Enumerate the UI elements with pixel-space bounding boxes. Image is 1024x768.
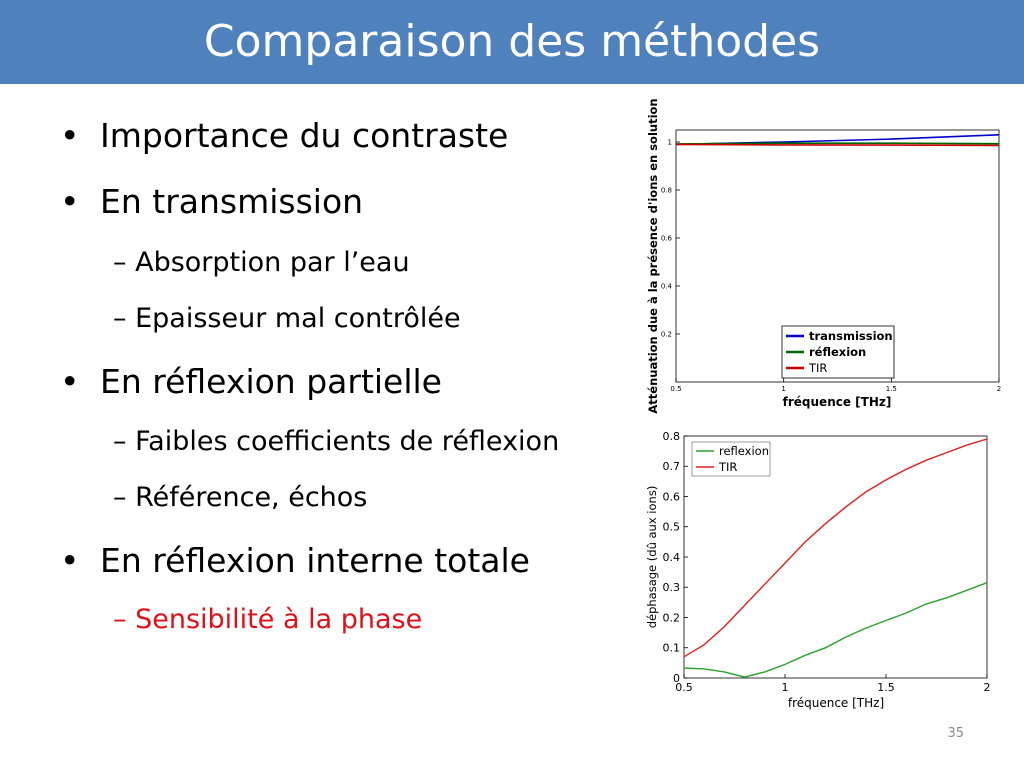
series-line-reflexion <box>683 582 988 678</box>
legend-label: TIR <box>718 460 737 474</box>
bullet-icon: • <box>60 116 80 155</box>
slide-title: Comparaison des méthodes <box>203 16 821 67</box>
sub-bullet-text: Epaisseur mal contrôlée <box>135 303 461 334</box>
title-bar <box>0 0 1024 84</box>
legend-label: reflexion <box>719 444 769 458</box>
y-tick-label: 0 <box>673 672 680 685</box>
dash-icon: – <box>113 426 127 457</box>
y-tick-label: 0.6 <box>661 234 673 242</box>
y-tick-label: 0.2 <box>661 330 672 338</box>
dash-icon: – <box>113 604 127 635</box>
dash-icon: – <box>113 303 127 334</box>
x-tick-label: 1.5 <box>886 385 897 393</box>
y-axis-label: déphasage (dû aux ions) <box>645 486 659 629</box>
bullet-icon: • <box>60 182 80 221</box>
series-line-reflexion <box>675 142 1000 145</box>
y-tick-label: 0.8 <box>661 186 672 194</box>
y-tick-label: 0.6 <box>663 490 681 503</box>
y-tick-label: 0.8 <box>663 430 681 443</box>
bullet-text: En réflexion interne totale <box>100 541 530 580</box>
bullet-text: En transmission <box>100 182 364 221</box>
dash-icon: – <box>113 482 127 513</box>
sub-bullet-item-highlighted: – Sensibilité à la phase <box>113 604 422 635</box>
legend-label: TIR <box>808 361 827 375</box>
dash-icon: – <box>113 247 127 278</box>
legend-label: transmission <box>809 329 893 343</box>
x-tick-label: 1 <box>782 681 789 694</box>
legend: transmission réflexion TIR <box>781 325 895 379</box>
x-tick-label: 1 <box>781 385 785 393</box>
y-axis-label: Atténuation due à la présence d'ions en … <box>646 98 660 413</box>
legend: reflexion TIR <box>691 441 771 477</box>
sub-bullet-text: Absorption par l’eau <box>135 247 410 278</box>
page-number: 35 <box>947 726 964 741</box>
y-tick-label: 0.1 <box>663 642 681 655</box>
bullet-list: • Importance du contraste • En transmiss… <box>60 116 559 635</box>
y-tick-label: 1 <box>668 138 672 146</box>
legend-label: réflexion <box>809 345 866 359</box>
x-tick-label: 0.5 <box>675 681 693 694</box>
x-tick-label: 2 <box>997 385 1001 393</box>
x-axis-label: fréquence [THz] <box>788 696 884 710</box>
y-tick-label: 0.7 <box>663 460 681 473</box>
bullet-icon: • <box>60 541 80 580</box>
phase-shift-chart: 0 0.1 0.2 0.3 0.4 0.5 0.6 0.7 0.8 0.5 1 1.5 2 dépha… <box>645 430 991 710</box>
sub-bullet-text: Référence, échos <box>135 482 368 513</box>
sub-bullet-text: Faibles coefficients de réflexion <box>135 426 560 457</box>
sub-bullet-item: – Référence, échos <box>113 482 367 513</box>
y-tick-label: 0.4 <box>663 551 681 564</box>
series-line-tir <box>675 143 1000 147</box>
y-tick-label: 0.4 <box>661 282 673 290</box>
y-tick-label: 0.5 <box>663 521 681 534</box>
attenuation-chart: 0.2 0.4 0.6 0.8 1 0.5 1 1.5 2 Atténuation due à… <box>646 98 1001 413</box>
sub-bullet-item: – Epaisseur mal contrôlée <box>113 303 461 334</box>
x-tick-label: 2 <box>984 681 991 694</box>
sub-bullet-item: – Absorption par l’eau <box>113 247 410 278</box>
bullet-text: Importance du contraste <box>100 116 509 155</box>
y-tick-label: 0.3 <box>663 581 681 594</box>
x-tick-label: 0.5 <box>670 385 681 393</box>
sub-bullet-text: Sensibilité à la phase <box>135 604 423 635</box>
series-line-tir <box>683 438 988 658</box>
y-tick-label: 0.2 <box>663 611 681 624</box>
bullet-icon: • <box>60 362 80 401</box>
sub-bullet-item: – Faibles coefficients de réflexion <box>113 426 559 457</box>
x-axis-label: fréquence [THz] <box>783 395 892 409</box>
bullet-text: En réflexion partielle <box>100 362 442 401</box>
x-tick-label: 1.5 <box>877 681 895 694</box>
